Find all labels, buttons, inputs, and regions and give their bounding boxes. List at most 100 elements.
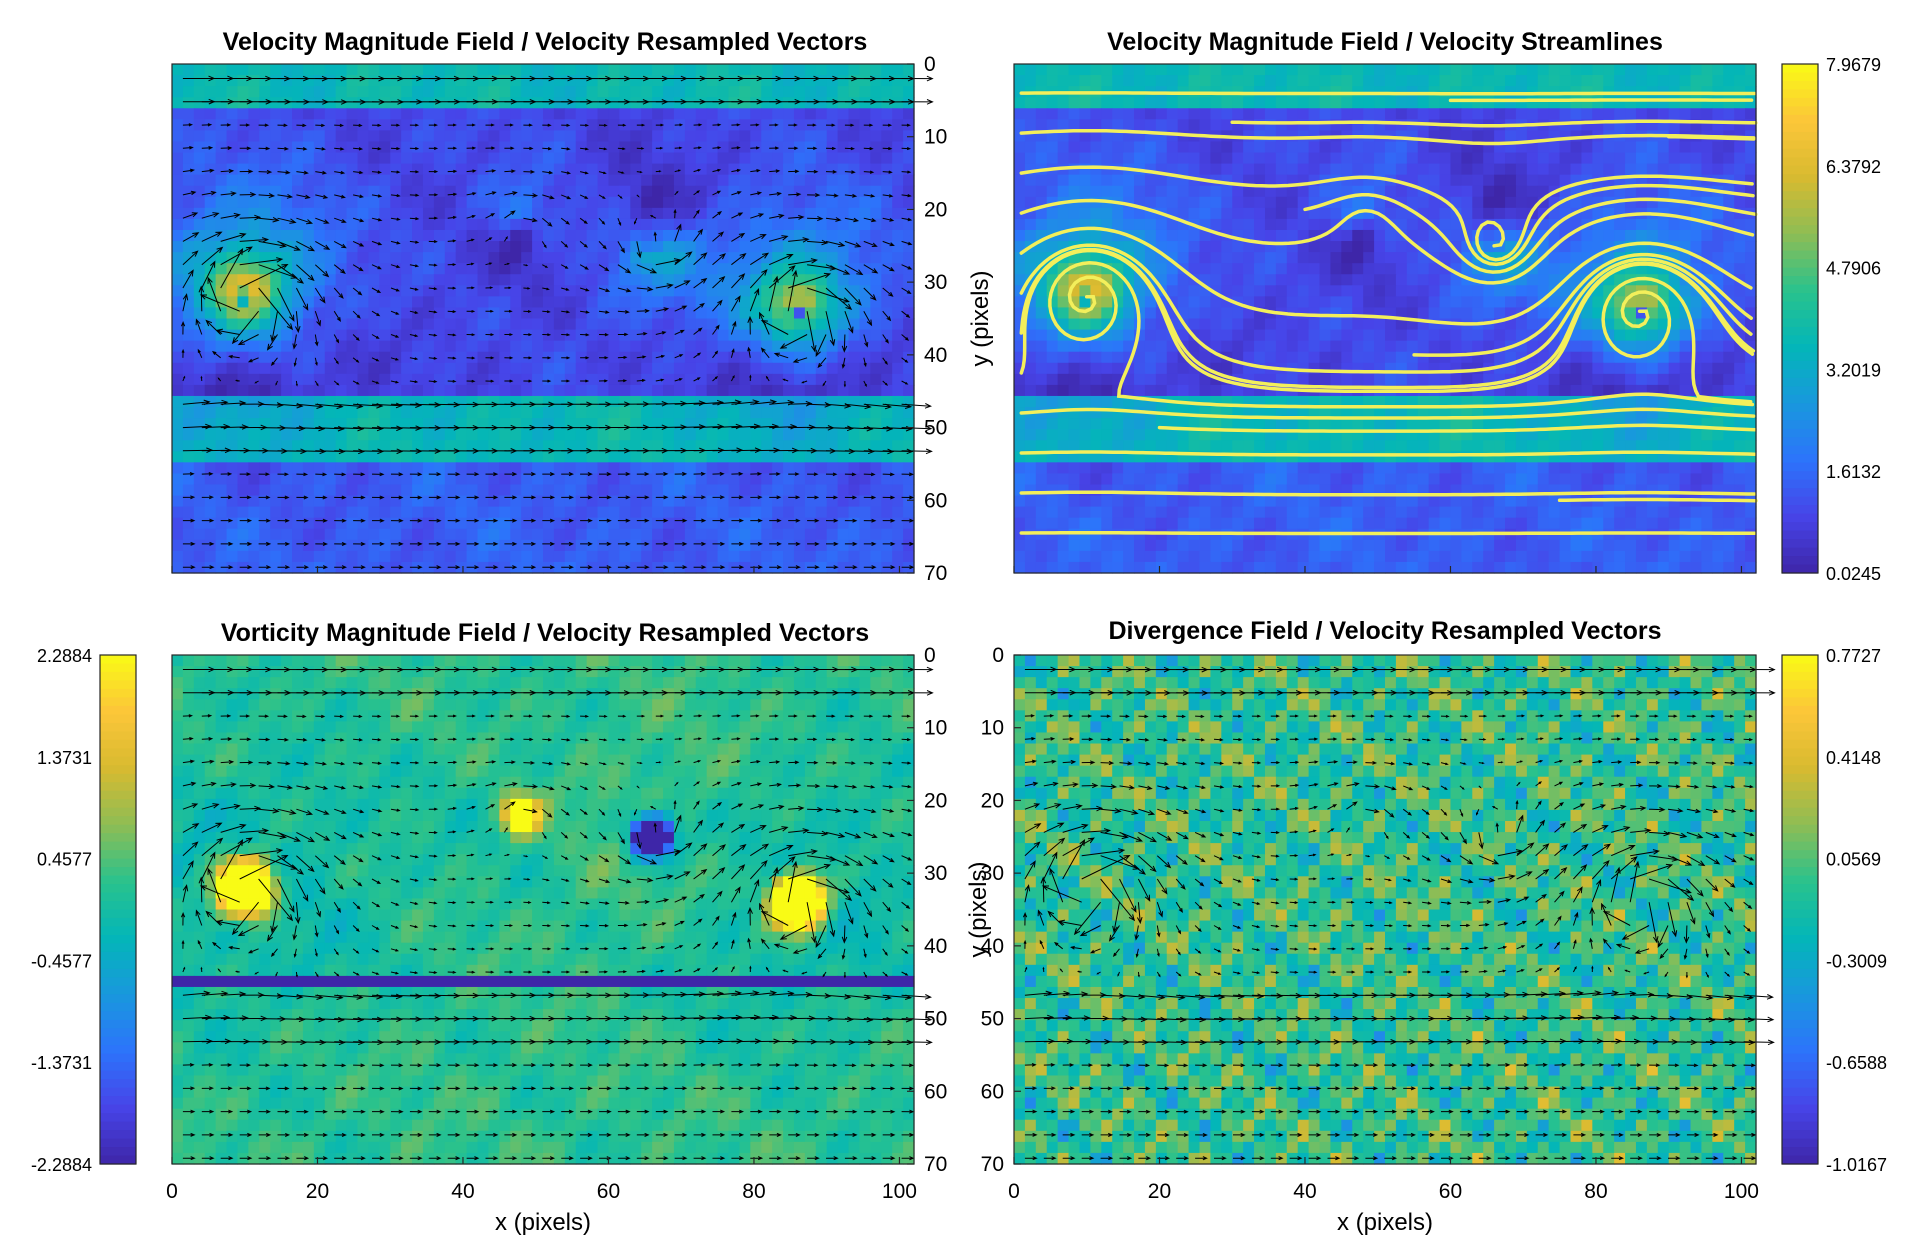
heatmap-cell (1199, 119, 1212, 131)
heatmap-cell (226, 229, 239, 242)
heatmap-cell (728, 340, 741, 353)
velocity-vector (315, 194, 329, 199)
heatmap-cell (706, 550, 719, 563)
velocity-vector (371, 170, 383, 174)
velocity-vector (788, 237, 810, 243)
heatmap-cell (1024, 64, 1037, 76)
heatmap-cell (1079, 75, 1091, 87)
heatmap-cell (401, 384, 413, 397)
heatmap-cell (1657, 141, 1670, 154)
heatmap-cell (1461, 163, 1473, 176)
heatmap-cell (793, 218, 806, 231)
heatmap-cell (543, 285, 555, 297)
heatmap-cell (248, 473, 260, 486)
heatmap-cell (390, 296, 402, 309)
velocity-vector (428, 146, 439, 150)
heatmap-cell (215, 429, 228, 441)
heatmap-cell (259, 429, 271, 441)
heatmap-cell (521, 141, 533, 154)
heatmap-cell (292, 418, 304, 430)
heatmap-cell (673, 196, 686, 209)
heatmap-cell (499, 329, 511, 342)
heatmap-cell (1264, 130, 1277, 143)
heatmap-cell (1177, 108, 1190, 120)
heatmap-cell (281, 384, 293, 397)
heatmap-cell (270, 329, 282, 342)
heatmap-cell (172, 218, 184, 231)
heatmap-cell (379, 517, 391, 530)
velocity-vector (636, 308, 650, 314)
heatmap-cell (815, 207, 828, 220)
velocity-vector (825, 123, 836, 127)
heatmap-cell (641, 484, 653, 497)
heatmap-cell (1701, 207, 1713, 220)
heatmap-cell (281, 539, 293, 552)
heatmap-cell (193, 539, 206, 552)
heatmap-cell (870, 285, 882, 297)
heatmap-cell (695, 307, 708, 320)
heatmap-cell (892, 373, 904, 386)
heatmap-cell (859, 440, 871, 452)
heatmap-cell (1701, 163, 1713, 176)
velocity-vector (315, 123, 326, 128)
heatmap-cell (564, 340, 577, 353)
heatmap-cell (641, 108, 653, 120)
velocity-vector (239, 192, 257, 198)
heatmap-cell (270, 229, 282, 242)
heatmap-cell (270, 163, 282, 176)
heatmap-cell (684, 373, 697, 386)
heatmap-cell (401, 429, 413, 441)
heatmap-cell (302, 86, 315, 98)
heatmap-cell (1417, 108, 1430, 120)
heatmap-cell (1112, 108, 1124, 120)
heatmap-cell (313, 561, 326, 574)
heatmap-cell (281, 484, 293, 497)
heatmap-cell (1352, 108, 1364, 120)
velocity-vector (277, 217, 297, 224)
heatmap-cell (543, 550, 555, 563)
heatmap-cell (870, 185, 882, 198)
heatmap-cell (324, 141, 337, 154)
heatmap-cell (750, 296, 762, 309)
heatmap-cell (532, 141, 544, 154)
heatmap-cell (204, 75, 217, 87)
heatmap-cell (564, 484, 577, 497)
heatmap-cell (1363, 163, 1375, 176)
heatmap-cell (390, 64, 402, 76)
heatmap-cell (870, 484, 882, 497)
heatmap-cell (444, 484, 457, 497)
heatmap-cell (652, 274, 664, 286)
heatmap-cell (1057, 75, 1070, 87)
heatmap-cell (892, 473, 904, 486)
heatmap-cell (695, 86, 708, 98)
heatmap-cell (455, 484, 468, 497)
heatmap-cell (739, 163, 751, 176)
heatmap-cell (444, 517, 457, 530)
heatmap-cell (510, 218, 522, 231)
heatmap-cell (466, 296, 479, 309)
heatmap-cell (772, 407, 784, 419)
heatmap-cell (422, 473, 435, 486)
heatmap-cell (881, 550, 893, 563)
heatmap-cell (259, 384, 271, 397)
heatmap-cell (390, 263, 402, 275)
heatmap-cell (663, 351, 675, 364)
velocity-vector (390, 217, 401, 221)
heatmap-cell (1243, 75, 1255, 87)
heatmap-cell (215, 318, 228, 331)
heatmap-cell (761, 152, 773, 165)
heatmap-cell (859, 218, 871, 231)
heatmap-cell (226, 362, 239, 375)
heatmap-cell (281, 130, 293, 143)
heatmap-cell (510, 119, 522, 131)
heatmap-cell (1286, 75, 1299, 87)
heatmap-cell (553, 517, 566, 530)
heatmap-cell (641, 329, 653, 342)
heatmap-cell (401, 506, 413, 519)
heatmap-cell (281, 550, 293, 563)
velocity-vector (882, 146, 893, 151)
heatmap-cell (401, 130, 413, 143)
heatmap-cell (1254, 218, 1266, 231)
heatmap-cell (248, 451, 260, 463)
heatmap-cell (477, 340, 490, 353)
